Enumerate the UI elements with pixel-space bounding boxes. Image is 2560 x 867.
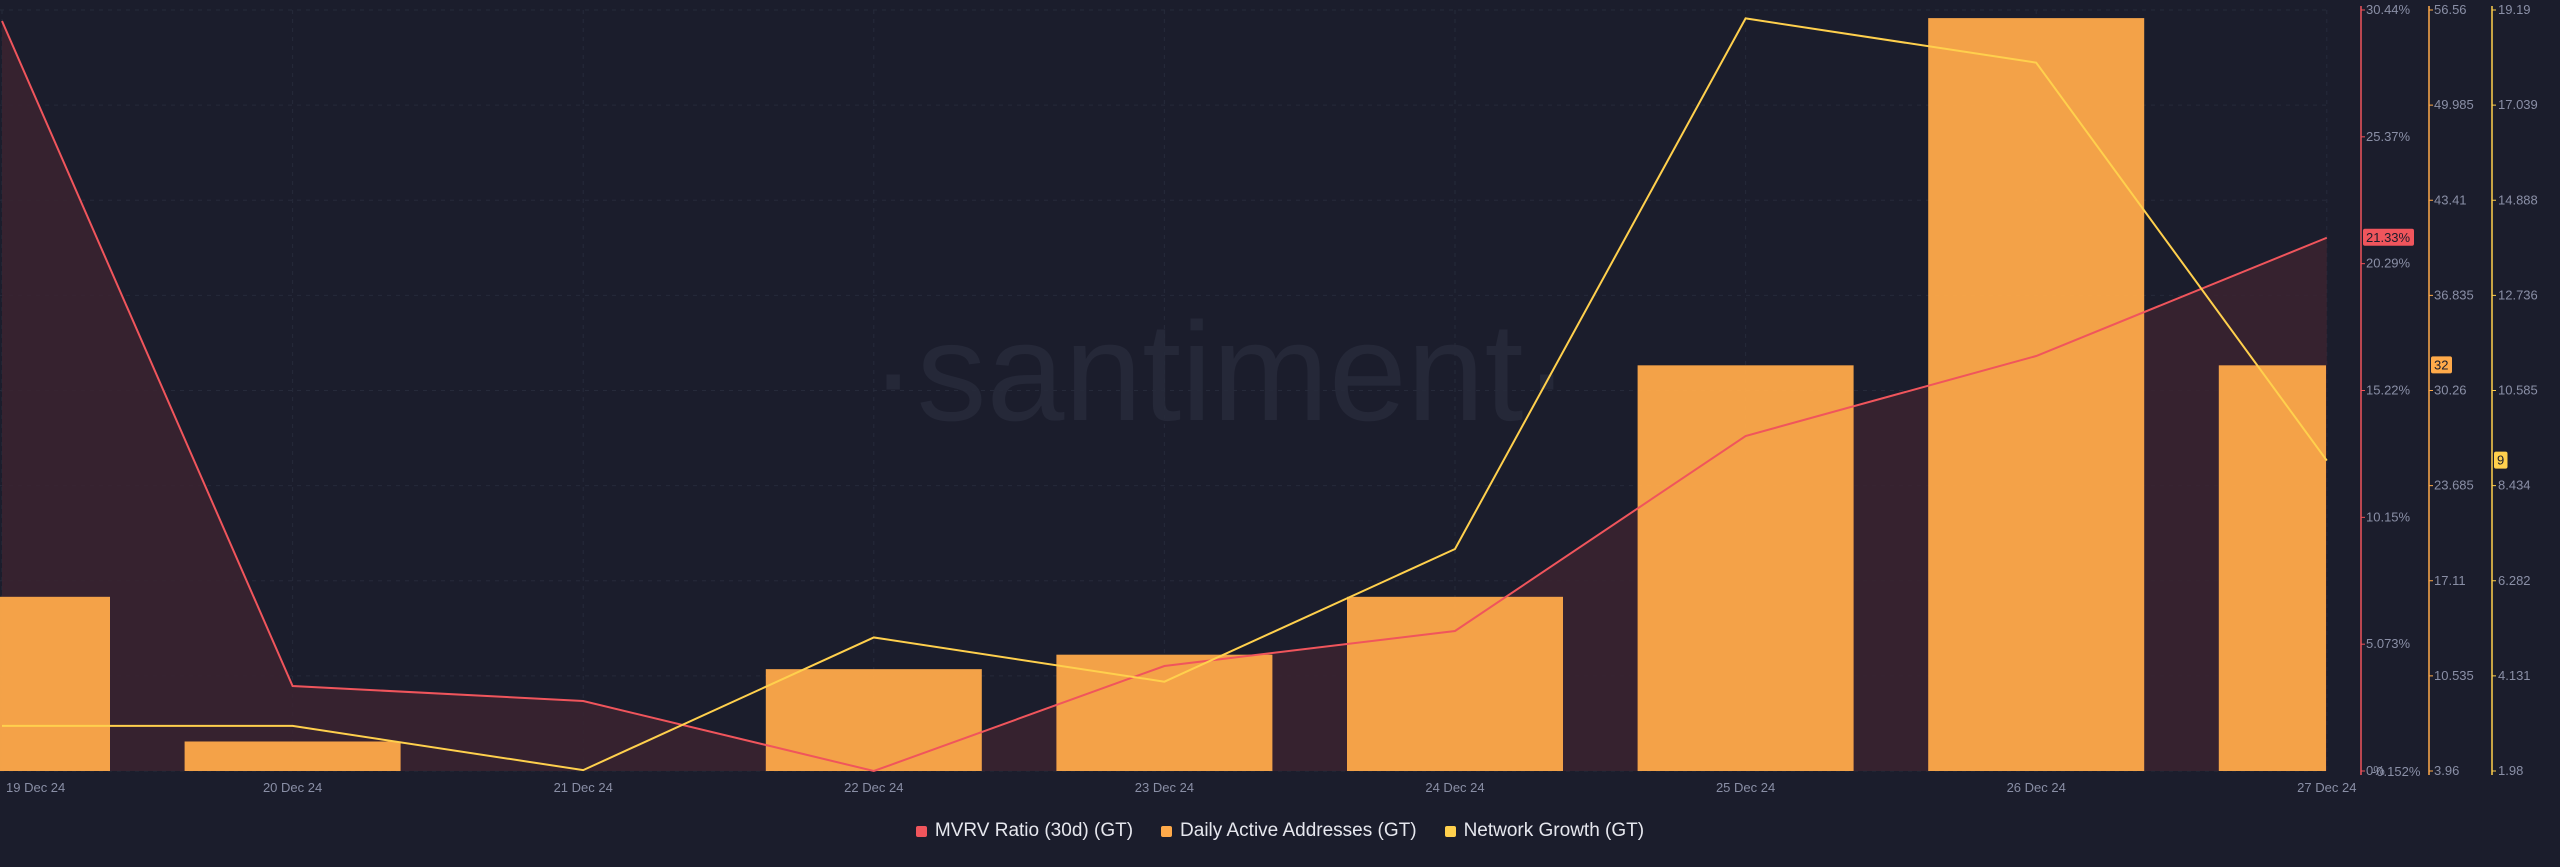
daa-bar [1637, 365, 1854, 771]
axis-tick-label-daa: 36.835 [2434, 287, 2474, 302]
axis-tick-label-daa: 23.685 [2434, 478, 2474, 493]
x-axis: 19 Dec 24 20 Dec 24 21 Dec 24 22 Dec 24 23 D… [6, 780, 2356, 795]
x-tick-label: 21 Dec 24 [554, 780, 613, 795]
axis-tick-label-network_growth: 17.039 [2498, 97, 2538, 112]
network-growth-line [2, 17, 2328, 772]
x-tick-label: 23 Dec 24 [1135, 780, 1194, 795]
axis-tick-label-daa: 3.96 [2434, 763, 2459, 778]
axis-tick-label-daa: 17.11 [2434, 573, 2466, 588]
current-value-label-mvrv: 21.33% [2366, 230, 2411, 245]
axis-tick-label-network_growth: 19.19 [2498, 2, 2531, 17]
x-tick-label: 25 Dec 24 [1716, 780, 1775, 795]
daa-bar [2218, 365, 2326, 771]
legend-item-daa[interactable]: Daily Active Addresses (GT) [1161, 820, 1417, 842]
axis-tick-label-network_growth: 4.131 [2498, 668, 2531, 683]
axes: 30.44% 25.37% 20.29% 15.22% 10.15% 5.073% 0%-0… [2360, 2, 2538, 779]
current-value-label-daa: 32 [2434, 357, 2448, 372]
axis-tick-label-mvrv: 5.073% [2366, 636, 2411, 651]
x-tick-label: 26 Dec 24 [2007, 780, 2066, 795]
daa-bar [184, 741, 401, 771]
x-tick-label: 19 Dec 24 [6, 780, 65, 795]
axis-tick-label-daa: 49.985 [2434, 97, 2474, 112]
axis-extra-label-mvrv: -0.152% [2372, 764, 2421, 779]
axis-tick-label-mvrv: 20.29% [2366, 256, 2411, 271]
axis-tick-label-mvrv: 10.15% [2366, 509, 2411, 524]
daa-bar [1347, 596, 1563, 771]
legend: MVRV Ratio (30d) (GT) Daily Active Addre… [0, 820, 2560, 842]
axis-tick-label-daa: 30.26 [2434, 383, 2467, 398]
axis-tick-label-network_growth: 1.98 [2498, 763, 2523, 778]
legend-label-mvrv: MVRV Ratio (30d) (GT) [934, 820, 1134, 841]
legend-swatch-daa [1161, 825, 1173, 837]
x-tick-label: 27 Dec 24 [2297, 780, 2356, 795]
axis-tick-label-network_growth: 14.888 [2498, 192, 2538, 207]
legend-swatch-network-growth [1444, 825, 1456, 837]
daa-bar [0, 596, 110, 771]
daa-bars [0, 18, 2326, 771]
daa-bar [765, 669, 982, 771]
x-tick-label: 20 Dec 24 [263, 780, 322, 795]
current-value-label-network_growth: 9 [2497, 453, 2504, 468]
legend-label-network-growth: Network Growth (GT) [1463, 820, 1645, 841]
legend-swatch-mvrv [915, 825, 927, 837]
axis-tick-label-daa: 43.41 [2434, 192, 2467, 207]
axis-tick-label-daa: 10.535 [2434, 668, 2474, 683]
x-tick-label: 22 Dec 24 [844, 780, 903, 795]
legend-label-daa: Daily Active Addresses (GT) [1180, 820, 1417, 841]
axis-tick-label-network_growth: 12.736 [2498, 287, 2538, 302]
daa-bar [1928, 18, 2145, 771]
axis-tick-label-mvrv: 15.22% [2366, 383, 2411, 398]
current-value-badge-daa [2431, 356, 2452, 374]
watermark: ·santiment· [870, 293, 1570, 450]
axis-tick-label-network_growth: 10.585 [2498, 383, 2538, 398]
axis-tick-label-mvrv: 0% [2366, 763, 2385, 778]
x-tick-label: 24 Dec 24 [1425, 780, 1484, 795]
legend-item-mvrv[interactable]: MVRV Ratio (30d) (GT) [915, 820, 1134, 842]
axis-tick-label-daa: 56.56 [2434, 2, 2467, 17]
legend-item-network-growth[interactable]: Network Growth (GT) [1444, 820, 1645, 842]
lines [1, 17, 2328, 773]
axis-tick-label-network_growth: 6.282 [2498, 573, 2531, 588]
daa-bar [1056, 654, 1273, 771]
axis-tick-label-mvrv: 25.37% [2366, 129, 2411, 144]
current-value-badge-mvrv [2363, 228, 2414, 246]
current-value-badge-network_growth [2494, 451, 2508, 469]
axis-tick-label-network_growth: 8.434 [2498, 478, 2531, 493]
mvrv-line [1, 20, 2328, 773]
axis-tick-label-mvrv: 30.44% [2366, 2, 2411, 17]
